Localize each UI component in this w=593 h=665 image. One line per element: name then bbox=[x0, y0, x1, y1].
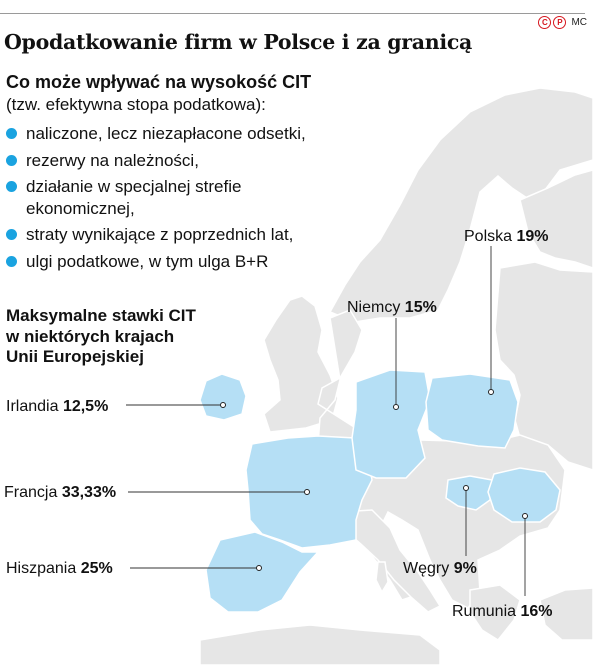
turkey-shape bbox=[539, 587, 593, 641]
rates-heading: Maksymalne stawki CIT w niektórych kraja… bbox=[6, 306, 196, 368]
marker-hiszpania bbox=[256, 565, 262, 571]
bullet-icon bbox=[6, 154, 17, 166]
top-rule bbox=[0, 13, 585, 14]
country-name: Irlandia bbox=[6, 398, 59, 415]
country-name: Rumunia bbox=[452, 603, 517, 620]
factor-text: ulgi podatkowe, w tym ulga B+R bbox=[26, 251, 269, 271]
country-rate: 12,5% bbox=[62, 398, 109, 415]
rates-heading-line: Unii Europejskiej bbox=[6, 347, 144, 366]
label-francja: Francja 33,33% bbox=[4, 484, 116, 502]
romania-shape bbox=[487, 467, 561, 523]
credit-mark: C P MC bbox=[538, 16, 587, 29]
factor-text: rezerwy na należności, bbox=[26, 150, 199, 170]
marker-wegry bbox=[463, 485, 469, 491]
greece-shape bbox=[469, 584, 521, 641]
label-wegry: Węgry 9% bbox=[403, 560, 477, 578]
sardinia-shape bbox=[375, 561, 389, 594]
cit-factors-heading: Co może wpływać na wysokość CIT bbox=[6, 72, 312, 92]
germany-shape bbox=[351, 369, 431, 479]
factor-text: straty wynikające z poprzednich lat, bbox=[26, 225, 294, 244]
bullet-icon bbox=[6, 255, 17, 267]
spain-shape bbox=[205, 531, 320, 613]
marker-polska bbox=[488, 389, 494, 395]
list-item: rezerwy na należności, bbox=[6, 150, 306, 172]
credit-text: MC bbox=[571, 17, 587, 28]
country-name: Hiszpania bbox=[6, 560, 77, 577]
bullet-icon bbox=[6, 128, 17, 139]
country-rate: 25% bbox=[80, 560, 113, 577]
marker-niemcy bbox=[393, 404, 399, 410]
marker-rumunia bbox=[522, 513, 528, 519]
rates-heading-line: Maksymalne stawki CIT bbox=[6, 306, 196, 325]
finland-shape bbox=[519, 169, 593, 269]
factor-text-continuation: ekonomicznej, bbox=[26, 198, 135, 218]
label-niemcy: Niemcy 15% bbox=[347, 299, 437, 317]
marker-francja bbox=[304, 489, 310, 495]
italy-shape bbox=[339, 509, 442, 613]
list-item: działanie w specjalnej strefie ekonomiczn… bbox=[6, 176, 306, 219]
rates-heading-line: w niektórych krajach bbox=[6, 326, 175, 346]
list-item: ulgi podatkowe, w tym ulga B+R bbox=[6, 251, 306, 273]
country-name: Niemcy bbox=[347, 299, 401, 316]
country-name: Polska bbox=[464, 228, 513, 245]
p-icon: P bbox=[553, 16, 567, 29]
list-item: naliczone, lecz niezapłacone odsetki, bbox=[6, 123, 306, 145]
bullet-icon bbox=[6, 229, 17, 240]
copyright-icon: C bbox=[538, 16, 552, 29]
label-irlandia: Irlandia 12,5% bbox=[6, 398, 108, 416]
label-polska: Polska 19% bbox=[464, 228, 549, 246]
country-name: Francja bbox=[4, 484, 58, 501]
hungary-shape bbox=[445, 475, 493, 511]
label-rumunia: Rumunia 16% bbox=[452, 603, 553, 621]
cit-factors-note: (tzw. efektywna stopa podatkowa): bbox=[6, 95, 266, 114]
country-rate: 19% bbox=[516, 228, 549, 245]
factor-text: naliczone, lecz niezapłacone odsetki, bbox=[26, 124, 306, 143]
country-rate: 9% bbox=[453, 560, 477, 577]
country-rate: 33,33% bbox=[61, 484, 117, 501]
cit-factors-list: naliczone, lecz niezapłacone odsetki, re… bbox=[6, 123, 306, 277]
list-item: straty wynikające z poprzednich lat, bbox=[6, 224, 306, 246]
ireland-shape bbox=[199, 373, 247, 421]
page-title: Opodatkowanie firm w Polsce i za granicą bbox=[4, 30, 473, 54]
bullet-icon bbox=[6, 181, 17, 192]
north-africa-shape bbox=[199, 624, 441, 665]
country-name: Węgry bbox=[403, 560, 450, 577]
factor-text: działanie w specjalnej strefie bbox=[26, 177, 242, 196]
label-hiszpania: Hiszpania 25% bbox=[6, 560, 113, 578]
country-rate: 16% bbox=[520, 603, 553, 620]
scandinavia-shape bbox=[328, 87, 593, 323]
country-rate: 15% bbox=[404, 299, 437, 316]
poland-shape bbox=[425, 373, 519, 449]
marker-irlandia bbox=[220, 402, 226, 408]
